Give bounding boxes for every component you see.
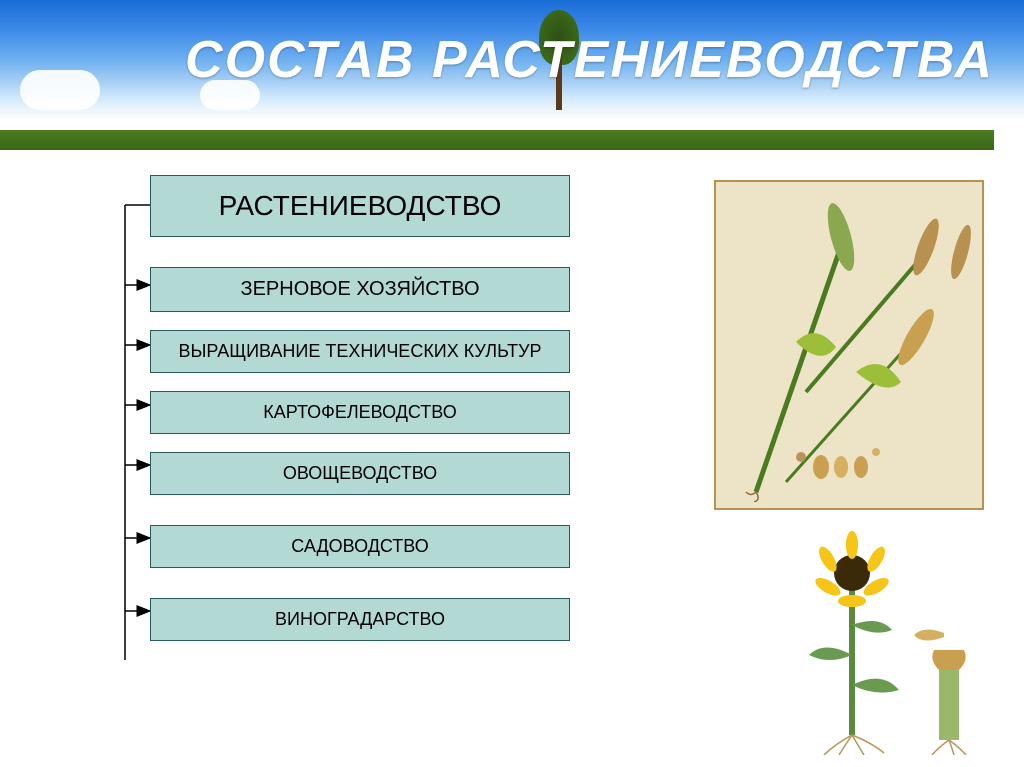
header-band: СОСТАВ РАСТЕНИЕВОДСТВА (0, 0, 1024, 150)
grass-decoration (0, 130, 994, 150)
child-node: ВИНОГРАДАРСТВО (150, 598, 570, 641)
hierarchy-diagram: РАСТЕНИЕВОДСТВО ЗЕРНОВОЕ ХОЗЯЙСТВО ВЫРАЩ… (50, 175, 610, 659)
child-node: ВЫРАЩИВАНИЕ ТЕХНИЧЕСКИХ КУЛЬТУР (150, 330, 570, 373)
slide-title: СОСТАВ РАСТЕНИЕВОДСТВА (185, 30, 994, 90)
child-node: ЗЕРНОВОЕ ХОЗЯЙСТВО (150, 267, 570, 312)
child-node: ОВОЩЕВОДСТВО (150, 452, 570, 495)
child-node: КАРТОФЕЛЕВОДСТВО (150, 391, 570, 434)
child-node: САДОВОДСТВО (150, 525, 570, 568)
cloud-decoration (20, 70, 100, 110)
sunflower-illustration (764, 525, 994, 755)
wheat-illustration (714, 180, 984, 510)
root-node: РАСТЕНИЕВОДСТВО (150, 175, 570, 237)
